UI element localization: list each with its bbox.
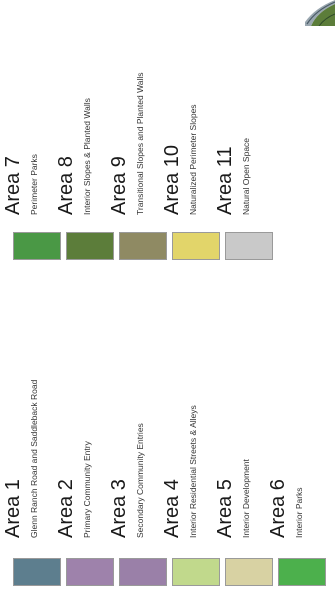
legend-swatch-area-6 — [278, 558, 326, 586]
map-fragment-graphic — [305, 0, 335, 26]
legend-title-area-6: Area 6 — [267, 479, 289, 538]
legend-description-area-3: Secondary Community Entries — [135, 423, 145, 538]
legend-swatch-area-2 — [66, 558, 114, 586]
legend-swatch-area-7 — [13, 232, 61, 260]
legend-title-area-11: Area 11 — [214, 146, 236, 215]
legend-description-area-1: Glenn Ranch Road and Saddleback Road — [29, 379, 39, 538]
legend-description-area-5: Interior Development — [241, 459, 251, 538]
legend-swatch-area-3 — [119, 558, 167, 586]
legend-title-area-7: Area 7 — [2, 156, 24, 215]
legend-description-area-4: Interior Residential Streets & Alleys — [188, 405, 198, 538]
legend-swatch-area-11 — [225, 232, 273, 260]
legend-title-area-8: Area 8 — [55, 156, 77, 215]
map-fragment — [305, 0, 335, 26]
legend-description-area-11: Natural Open Space — [241, 137, 251, 215]
legend-title-area-3: Area 3 — [108, 479, 130, 538]
legend-description-area-6: Interior Parks — [294, 487, 304, 538]
legend-description-area-9: Transitional Slopes and Planted Walls — [135, 72, 145, 215]
legend-description-area-2: Primary Community Entry — [82, 441, 92, 538]
legend-title-area-9: Area 9 — [108, 156, 130, 215]
legend-swatch-area-5 — [225, 558, 273, 586]
legend-title-area-10: Area 10 — [161, 144, 183, 215]
legend-title-area-4: Area 4 — [161, 479, 183, 538]
legend-title-area-5: Area 5 — [214, 479, 236, 538]
legend-description-area-10: Naturalized Perimeter Slopes — [188, 104, 198, 215]
legend-title-area-2: Area 2 — [55, 479, 77, 538]
legend-swatch-area-1 — [13, 558, 61, 586]
legend-swatch-area-4 — [172, 558, 220, 586]
legend-swatch-area-9 — [119, 232, 167, 260]
legend-description-area-8: Interior Slopes & Planted Walls — [82, 98, 92, 215]
legend-swatch-area-8 — [66, 232, 114, 260]
legend-swatch-area-10 — [172, 232, 220, 260]
legend-description-area-7: Perimeter Parks — [29, 154, 39, 215]
legend-title-area-1: Area 1 — [2, 479, 24, 538]
